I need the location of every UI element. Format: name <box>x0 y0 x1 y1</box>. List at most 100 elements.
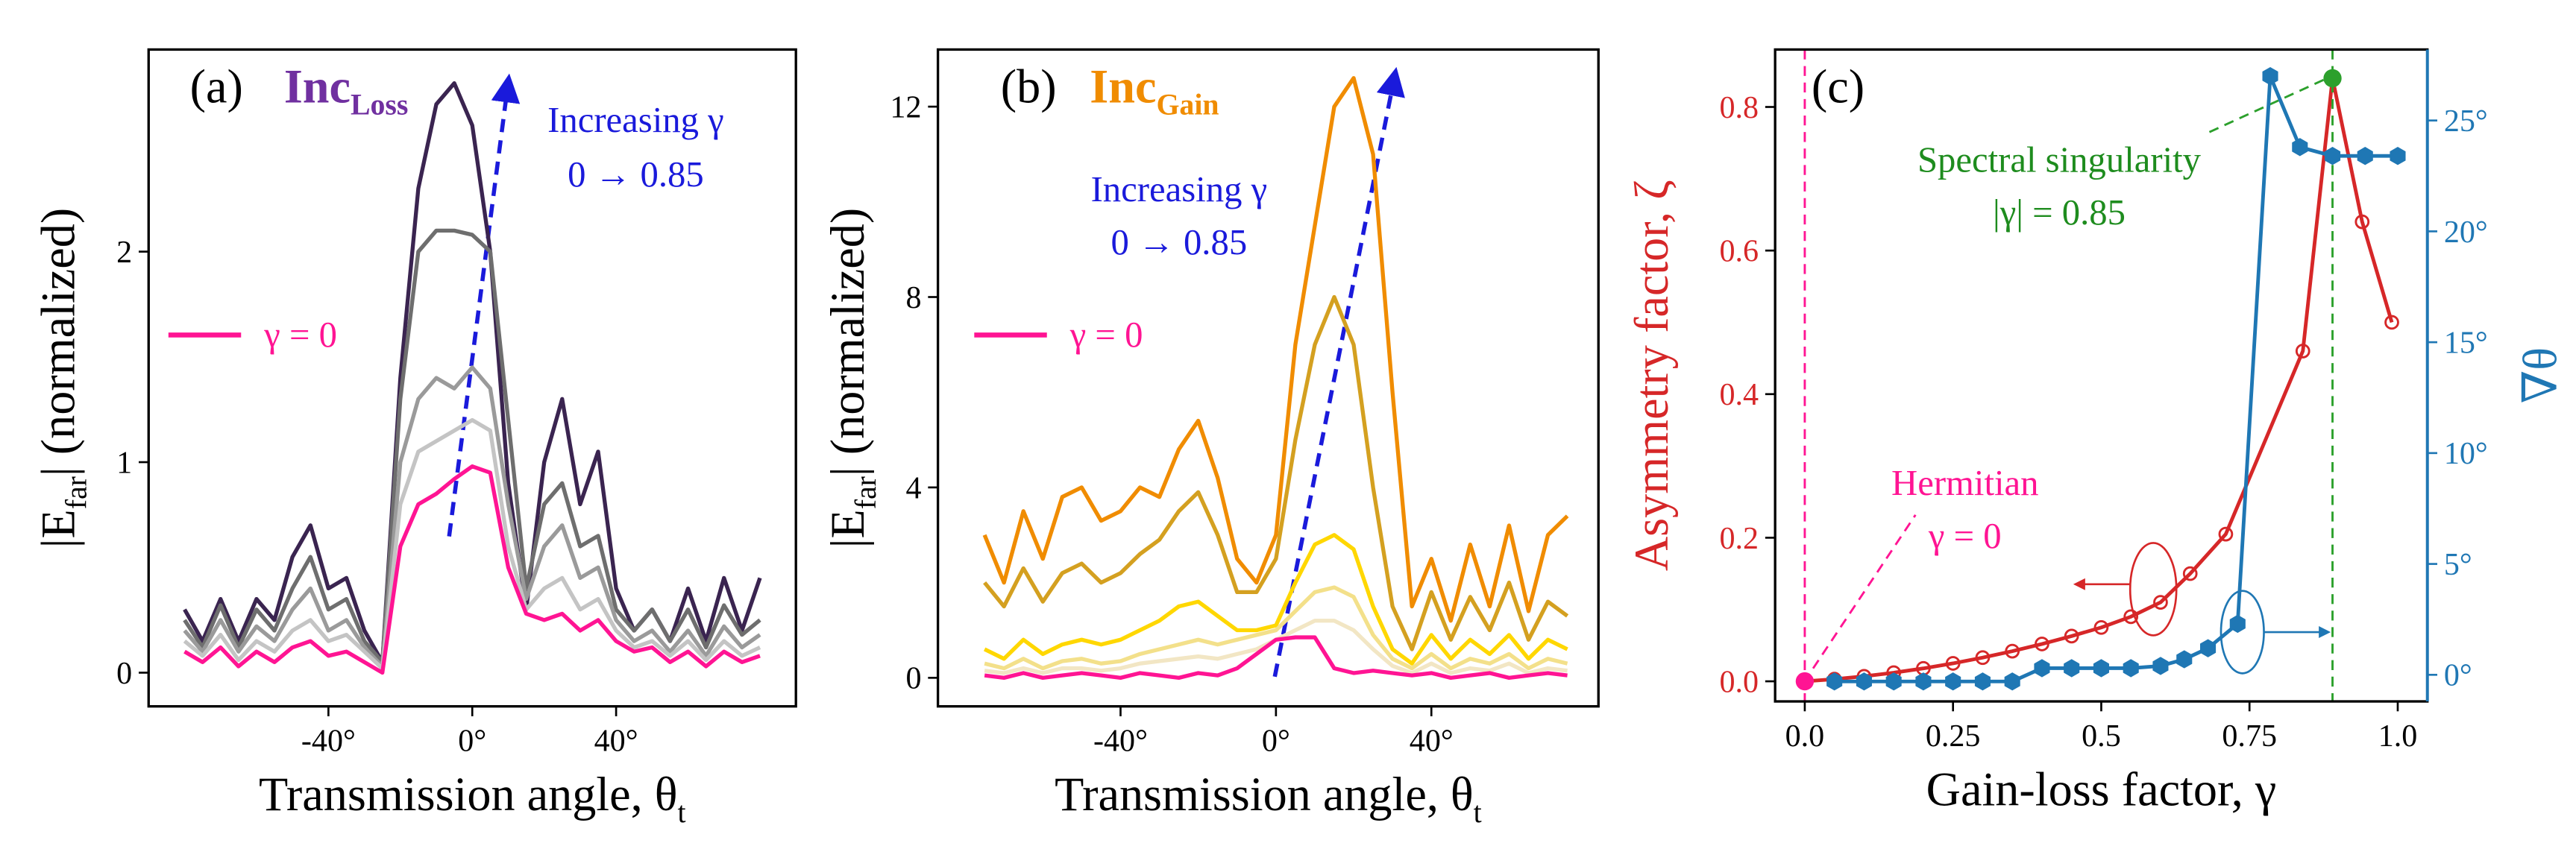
y-axis-label-sub: far <box>60 476 93 509</box>
x-tick-label: 40° <box>594 724 638 758</box>
point <box>1856 672 1872 691</box>
x-tick-label: 0° <box>458 724 486 758</box>
panel-title-sub: Loss <box>351 88 408 121</box>
point <box>2390 147 2406 165</box>
y-tick-label: 12 <box>890 90 921 124</box>
point <box>2123 659 2139 678</box>
x-axis-label-main: Transmission angle, θ <box>1055 768 1474 821</box>
x-axis-label-sub: t <box>677 796 685 829</box>
y-axis-label: |Efar| (normalized) <box>821 208 882 549</box>
annotation: Increasing γ <box>1091 169 1268 209</box>
y2-axis-label: ∇θ <box>2513 347 2566 404</box>
y-axis-label-main: |E <box>821 509 874 548</box>
y-axis-label-sub: far <box>849 476 882 509</box>
point <box>1826 672 1843 691</box>
y-tick-label: 0 <box>905 662 921 696</box>
annotation: Hermitian <box>1891 463 2038 503</box>
series-line <box>984 635 1568 681</box>
x-axis-label-main: Transmission angle, θ <box>259 768 678 821</box>
panel-title: IncLoss <box>284 60 409 121</box>
x-tick-label: -40° <box>1093 724 1148 758</box>
series-line <box>183 228 761 665</box>
point <box>2093 619 2109 635</box>
x-tick-label: 0.5 <box>2082 719 2121 754</box>
legend-label: γ = 0 <box>1069 315 1143 355</box>
point <box>2262 66 2278 86</box>
y2-tick-label: 5° <box>2444 548 2472 582</box>
point <box>1945 656 1961 671</box>
panel-title-main: Inc <box>284 60 351 113</box>
y2-tick-label: 20° <box>2444 215 2488 250</box>
point <box>1945 672 1961 691</box>
plot-frame <box>936 48 1600 708</box>
x-tick-label: 0.25 <box>1926 719 1981 754</box>
y-tick-label: 2 <box>116 236 132 270</box>
leader-line <box>2208 78 2326 133</box>
y-axis-label-rest: | (normalized) <box>32 208 85 476</box>
y-tick-label: 0 <box>116 657 132 691</box>
y2-tick-label: 0° <box>2444 659 2472 693</box>
point <box>2093 659 2109 678</box>
annotation: |γ| = 0.85 <box>1993 192 2126 233</box>
point <box>2384 315 2399 330</box>
annotation: γ = 0 <box>1928 516 2002 556</box>
panel-label: (c) <box>1812 60 1865 113</box>
series-ellipse <box>2129 542 2178 637</box>
trend-arrow <box>1272 66 1405 678</box>
leader-line <box>1812 514 1917 669</box>
series-line <box>982 76 1569 623</box>
point <box>2357 147 2373 165</box>
series-line <box>984 585 1568 671</box>
panel-title: IncGain <box>1090 60 1219 121</box>
point <box>2324 147 2341 165</box>
x-axis-label: Gain-loss factor, γ <box>1926 763 2277 816</box>
point <box>2229 614 2246 634</box>
point <box>2153 595 2168 610</box>
point <box>1975 650 1991 666</box>
y-tick-label: 0.4 <box>1719 378 1759 412</box>
y2-tick-label: 25° <box>2444 104 2488 139</box>
annotation: Spectral singularity <box>1917 139 2202 180</box>
point <box>2064 628 2079 644</box>
x-tick-label: -40° <box>301 724 356 758</box>
series-line <box>183 417 761 671</box>
point <box>2182 566 2198 581</box>
point <box>2292 138 2308 157</box>
point <box>1915 672 1932 691</box>
panel-title-sub: Gain <box>1156 88 1219 121</box>
series-line <box>983 294 1569 651</box>
annotation: 0 → 0.85 <box>1111 222 1248 262</box>
y-axis-label-main: |E <box>32 509 85 548</box>
x-axis-label-sub: t <box>1474 796 1482 829</box>
y-axis-label: |Efar| (normalized) <box>32 208 93 549</box>
point <box>2035 637 2049 651</box>
highlight-point <box>2323 69 2342 88</box>
x-tick-label: 40° <box>1410 724 1454 758</box>
x-tick-label: 1.0 <box>2378 719 2418 754</box>
y2-tick-label: 10° <box>2444 437 2488 471</box>
point <box>2354 214 2370 230</box>
point <box>1974 672 1991 691</box>
point <box>2123 609 2139 625</box>
y-tick-label: 0.8 <box>1719 91 1759 125</box>
point <box>2218 526 2234 542</box>
point <box>2176 650 2193 669</box>
y-axis-label: Asymmetry factor, ζ <box>1625 180 1678 571</box>
x-tick-label: 0.0 <box>1785 719 1825 754</box>
panel-title-main: Inc <box>1090 60 1156 113</box>
series-line <box>183 365 761 669</box>
plot-frame <box>147 48 797 708</box>
y-tick-label: 0.2 <box>1719 522 1759 556</box>
x-axis-label: Transmission angle, θt <box>259 768 686 829</box>
highlight-point <box>1795 672 1815 691</box>
y-tick-label: 0.0 <box>1719 665 1759 699</box>
panel-label: (b) <box>1001 60 1057 113</box>
y-axis-label-rest: | (normalized) <box>821 208 874 476</box>
point <box>2005 643 2020 659</box>
y-tick-label: 4 <box>905 471 921 505</box>
annotation: Increasing γ <box>547 100 724 140</box>
annotation: 0 → 0.85 <box>568 154 704 195</box>
y-tick-label: 0.6 <box>1719 235 1759 269</box>
